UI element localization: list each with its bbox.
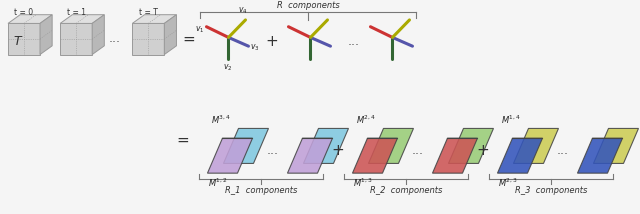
Text: $M^{2,4}$: $M^{2,4}$: [356, 114, 376, 126]
Text: +: +: [265, 34, 278, 49]
Polygon shape: [164, 15, 177, 55]
Text: ...: ...: [266, 144, 278, 157]
Text: R_3  components: R_3 components: [515, 186, 588, 195]
Polygon shape: [40, 15, 52, 55]
Text: $v_1$: $v_1$: [195, 24, 205, 35]
Text: $v_2$: $v_2$: [223, 63, 232, 73]
Text: $v_4$: $v_4$: [237, 6, 247, 16]
Text: ...: ...: [108, 33, 120, 46]
Polygon shape: [433, 138, 477, 173]
Text: =: =: [182, 31, 195, 46]
Polygon shape: [132, 15, 177, 23]
Polygon shape: [497, 138, 543, 173]
Polygon shape: [593, 128, 639, 163]
Polygon shape: [353, 138, 397, 173]
Polygon shape: [60, 23, 92, 55]
Text: $M^{3,4}$: $M^{3,4}$: [211, 114, 232, 126]
Text: ...: ...: [557, 144, 568, 157]
Text: t = T: t = T: [139, 8, 157, 17]
Polygon shape: [207, 138, 252, 173]
Polygon shape: [92, 15, 104, 55]
Text: R_1  components: R_1 components: [225, 186, 298, 195]
Text: t = 0: t = 0: [15, 8, 33, 17]
Text: $M^{1,3}$: $M^{1,3}$: [353, 177, 374, 189]
Text: $v_3$: $v_3$: [250, 43, 260, 53]
Polygon shape: [287, 138, 333, 173]
Text: t = 1: t = 1: [67, 8, 86, 17]
Polygon shape: [303, 128, 349, 163]
Polygon shape: [577, 138, 623, 173]
Text: ...: ...: [348, 35, 360, 48]
Polygon shape: [8, 23, 40, 55]
Polygon shape: [369, 128, 413, 163]
Text: $M^{1,4}$: $M^{1,4}$: [502, 114, 522, 126]
Text: +: +: [476, 143, 489, 158]
Text: $M^{1,2}$: $M^{1,2}$: [209, 177, 228, 189]
Text: ...: ...: [412, 144, 424, 157]
Polygon shape: [60, 15, 104, 23]
Text: R  components: R components: [277, 1, 340, 10]
Polygon shape: [449, 128, 493, 163]
Text: $M^{2,3}$: $M^{2,3}$: [499, 177, 518, 189]
Text: +: +: [331, 143, 344, 158]
Polygon shape: [132, 23, 164, 55]
Text: T: T: [13, 35, 20, 48]
Text: =: =: [176, 133, 189, 148]
Polygon shape: [223, 128, 269, 163]
Text: R_2  components: R_2 components: [371, 186, 443, 195]
Polygon shape: [8, 15, 52, 23]
Polygon shape: [513, 128, 559, 163]
